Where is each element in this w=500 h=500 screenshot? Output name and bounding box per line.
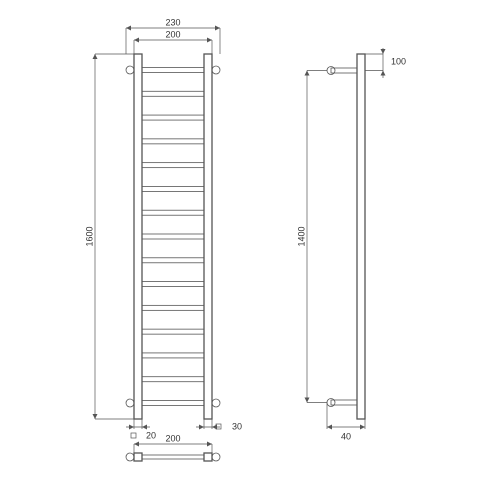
dim-label: 100 <box>391 56 406 66</box>
dim-label: 30 <box>232 421 242 431</box>
dim-label: 230 <box>165 17 180 27</box>
dim-label: 1600 <box>84 226 94 246</box>
dim-label: 20 <box>146 430 156 440</box>
dim-label: 40 <box>341 431 351 441</box>
dim-label: 200 <box>165 433 180 443</box>
dim-label: 200 <box>165 29 180 39</box>
dim-label: 1400 <box>296 226 306 246</box>
